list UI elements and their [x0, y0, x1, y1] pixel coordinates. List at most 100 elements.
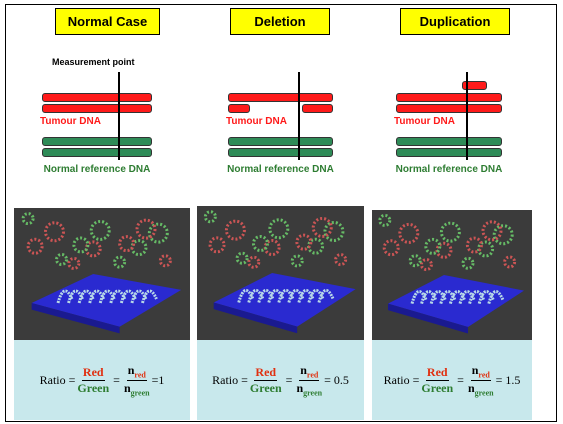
illustration-shape: [86, 242, 100, 256]
n-denominator: ngreen: [124, 381, 150, 397]
subscript: green: [131, 388, 150, 397]
normal-dna-bar: [228, 137, 333, 146]
subscript: red: [134, 371, 145, 380]
numerator: Red: [426, 365, 449, 381]
illustration-shape: [265, 241, 279, 255]
tumour-dna-bar: [42, 104, 152, 113]
illustration-shape: [463, 258, 473, 268]
normal-dna-bar: [42, 137, 152, 146]
illustration-shape: [479, 242, 493, 256]
subscript: green: [303, 388, 322, 397]
illustration-shape: [325, 222, 343, 240]
page: {"measurement_label": "Measurement point…: [0, 0, 563, 424]
illustration-shape: [226, 221, 244, 239]
subscript: green: [475, 388, 494, 397]
subscript: red: [478, 371, 489, 380]
subscript: red: [307, 371, 318, 380]
tumour-dna-bar: [228, 93, 333, 102]
panel-title: Duplication: [400, 8, 510, 35]
illustration-shape: [421, 260, 431, 270]
normal-label: Normal reference DNA: [22, 164, 172, 175]
tumour-dna-bar: [228, 104, 250, 113]
illustration-shape: [336, 255, 346, 265]
tumour-label: Tumour DNA: [226, 116, 287, 127]
n-denominator: ngreen: [468, 381, 494, 397]
illustration-shape: [69, 258, 79, 268]
illustration-shape: [237, 253, 247, 263]
ratio-result: =1: [152, 373, 165, 388]
normal-label: Normal reference DNA: [208, 164, 353, 175]
measurement-line: [118, 72, 120, 160]
illustration-shape: [441, 223, 459, 241]
illustration-shape: [45, 223, 63, 241]
illustration-shape: [132, 241, 146, 255]
denominator: Green: [250, 381, 282, 396]
ratio-result: = 0.5: [324, 373, 349, 388]
measurement-label: Measurement point: [52, 57, 135, 67]
ratio-prefix: Ratio =: [212, 373, 248, 388]
normal-dna-bar: [396, 148, 502, 157]
tumour-dna-bar: [302, 104, 333, 113]
tumour-dna-bar: [42, 93, 152, 102]
measurement-line: [466, 72, 468, 160]
equals: =: [286, 373, 293, 388]
illustration-shape: [400, 224, 418, 242]
normal-label: Normal reference DNA: [376, 164, 522, 175]
dna-illustration: [14, 208, 190, 340]
numerator: Red: [254, 365, 277, 381]
illustration-shape: [313, 218, 331, 236]
illustration-shape: [32, 274, 182, 327]
dna-image: [372, 210, 532, 340]
tumour-dna-bar: [396, 104, 502, 113]
illustration-shape: [115, 257, 125, 267]
tumour-dna-bar: [396, 93, 502, 102]
ratio-prefix: Ratio =: [384, 373, 420, 388]
tumour-label: Tumour DNA: [40, 116, 101, 127]
illustration-shape: [270, 220, 288, 238]
illustration-shape: [292, 256, 302, 266]
denominator: Green: [77, 381, 109, 396]
illustration-shape: [249, 257, 259, 267]
illustration-shape: [214, 273, 356, 327]
ratio-result: = 1.5: [496, 373, 521, 388]
illustration-shape: [388, 275, 524, 327]
n-numerator: nred: [127, 363, 147, 380]
n-numerator: nred: [471, 363, 491, 380]
panel-title: Normal Case: [55, 8, 160, 35]
measurement-line: [298, 72, 300, 160]
illustration-shape: [494, 226, 512, 244]
equals: =: [113, 373, 120, 388]
dna-image: [14, 208, 190, 340]
dna-illustration: [197, 206, 364, 340]
n: n: [468, 381, 475, 395]
illustration-shape: [205, 212, 215, 222]
normal-dna-bar: [228, 148, 333, 157]
illustration-shape: [483, 222, 501, 240]
n-denominator: ngreen: [296, 381, 322, 397]
denominator: Green: [421, 381, 453, 396]
tumour-label: Tumour DNA: [394, 116, 455, 127]
illustration-shape: [210, 238, 224, 252]
n: n: [124, 381, 131, 395]
illustration-shape: [149, 224, 167, 242]
dna-image: [197, 206, 364, 340]
illustration-shape: [384, 241, 398, 255]
illustration-shape: [23, 214, 33, 224]
normal-dna-bar: [42, 148, 152, 157]
illustration-shape: [309, 239, 323, 253]
illustration-shape: [380, 215, 390, 225]
illustration-shape: [91, 221, 109, 239]
illustration-shape: [57, 254, 67, 264]
illustration-shape: [28, 239, 42, 253]
illustration-shape: [505, 257, 515, 267]
illustration-shape: [160, 256, 170, 266]
ratio-prefix: Ratio =: [40, 373, 76, 388]
numerator: Red: [82, 365, 105, 381]
n: n: [300, 363, 307, 377]
n-numerator: nred: [299, 363, 319, 380]
